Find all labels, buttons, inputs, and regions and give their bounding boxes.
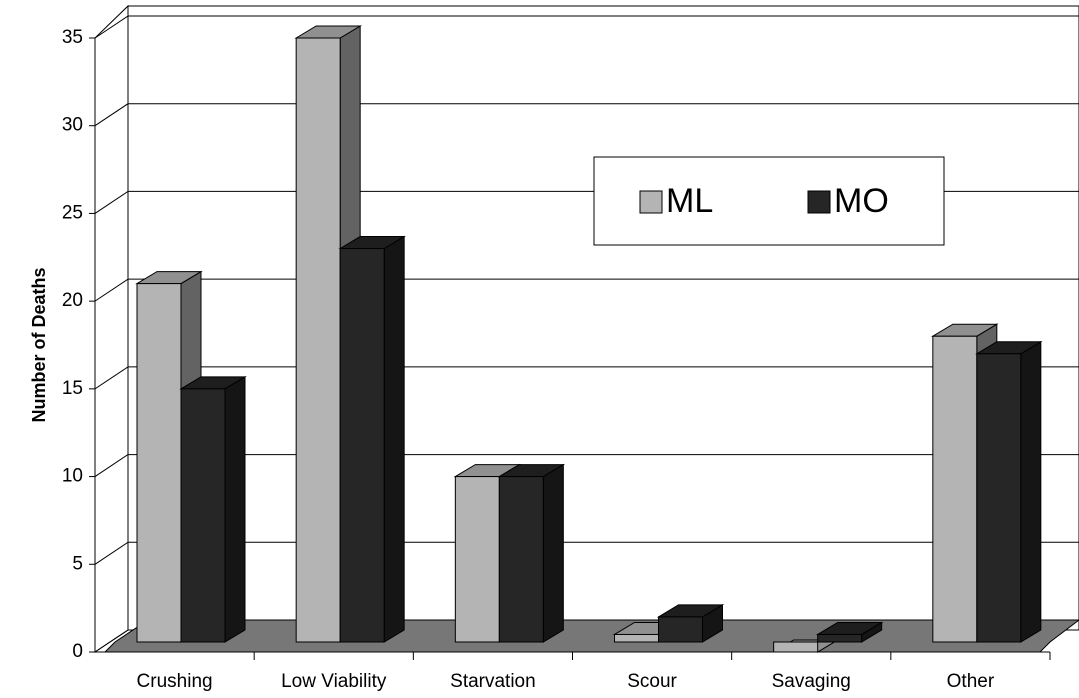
legend-label: MO xyxy=(834,182,889,220)
bar-front xyxy=(773,641,819,653)
bar xyxy=(656,604,725,643)
y-tick-label: 30 xyxy=(62,115,83,136)
y-tick-label: 15 xyxy=(62,378,83,399)
side-wall xyxy=(94,4,129,653)
bar-front xyxy=(976,353,1022,643)
bar-front xyxy=(295,37,341,643)
grid-line xyxy=(94,454,129,477)
bar-side xyxy=(383,235,405,643)
x-tick-label: Starvation xyxy=(450,671,536,692)
bar-front xyxy=(658,616,703,643)
grid-line xyxy=(94,191,129,214)
bar-front xyxy=(614,633,659,643)
x-tick-label: Low Viability xyxy=(281,671,387,692)
grid-line xyxy=(94,629,129,653)
x-tick-label: Other xyxy=(947,671,995,692)
y-tick-label: 5 xyxy=(72,553,83,574)
y-tick-label: 10 xyxy=(62,466,83,487)
y-tick-label: 0 xyxy=(72,641,83,662)
bar xyxy=(497,463,566,643)
x-tick-label: Crushing xyxy=(137,671,213,692)
bar-front xyxy=(136,283,182,643)
legend-swatch xyxy=(639,190,663,214)
bar xyxy=(338,235,406,643)
bar-front xyxy=(498,476,544,643)
x-tick-label: Savaging xyxy=(772,671,851,692)
bar-front xyxy=(454,476,500,643)
grid-line xyxy=(94,366,129,390)
grid-line xyxy=(94,15,129,39)
bar xyxy=(975,340,1043,643)
bar xyxy=(815,621,884,643)
bar-front xyxy=(932,335,978,643)
legend-swatch xyxy=(807,190,831,214)
bar-front xyxy=(339,248,385,643)
bar-front xyxy=(817,633,863,643)
bar-side xyxy=(542,463,564,643)
legend-label: ML xyxy=(666,182,713,220)
bar-side xyxy=(1020,340,1042,643)
y-tick-label: 25 xyxy=(62,202,83,223)
bar-side xyxy=(224,375,246,643)
bar-front xyxy=(180,388,226,643)
y-tick-label: 20 xyxy=(62,290,83,311)
grid-line xyxy=(94,278,129,302)
y-axis-label: Number of Deaths xyxy=(29,267,49,422)
bar xyxy=(179,375,247,643)
y-tick-label: 35 xyxy=(62,27,83,48)
grid-line xyxy=(94,541,129,565)
x-tick-label: Scour xyxy=(627,671,677,692)
grid-line xyxy=(94,103,129,127)
